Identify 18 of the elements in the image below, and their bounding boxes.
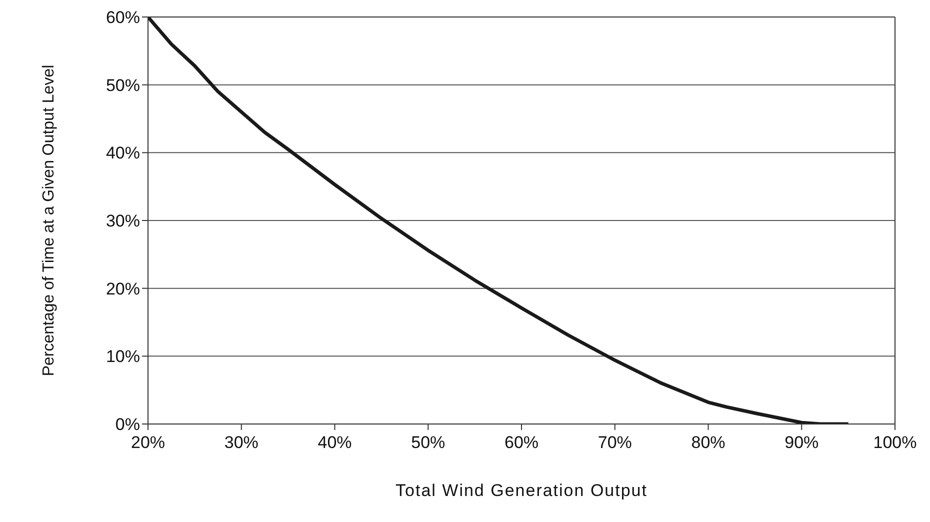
x-axis-title: Total Wind Generation Output (396, 481, 648, 500)
y-tick-label: 60% (106, 8, 140, 28)
y-tick-label: 30% (106, 212, 140, 231)
y-tick-label: 20% (106, 279, 140, 298)
x-tick-label: 90% (784, 433, 819, 452)
x-tick-label: 40% (318, 433, 352, 452)
x-tick-label: 30% (224, 433, 258, 452)
x-tick-label: 20% (130, 433, 166, 452)
y-tick-label: 10% (106, 347, 140, 366)
x-tick-label: 80% (691, 433, 726, 452)
x-tick-label: 50% (411, 433, 446, 452)
y-tick-label: 50% (106, 76, 140, 95)
y-tick-label: 0% (115, 415, 140, 434)
x-tick-label: 100% (873, 433, 917, 452)
x-tick-label: 70% (598, 433, 632, 452)
y-tick-label: 40% (106, 144, 140, 163)
x-tick-label: 60% (504, 433, 539, 452)
y-axis-title: Percentage of Time at a Given Output Level (40, 64, 58, 376)
